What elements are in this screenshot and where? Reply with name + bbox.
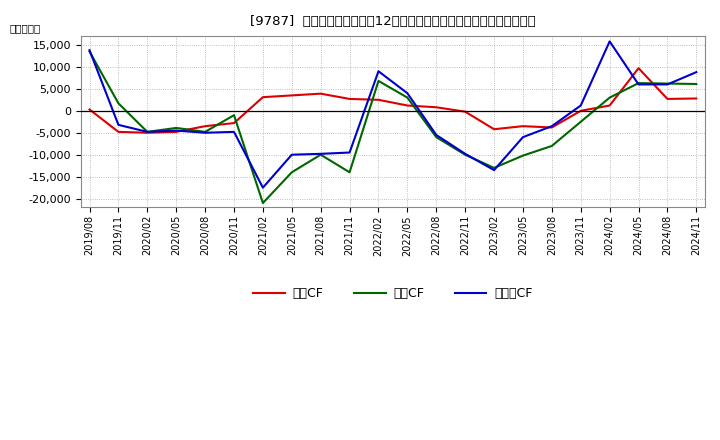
- 営業CF: [230, 121, 238, 126]
- 投資CF: [258, 200, 267, 205]
- 投資CF: [287, 170, 296, 175]
- フリーCF: [547, 124, 556, 129]
- Line: 営業CF: 営業CF: [89, 68, 696, 133]
- 投資CF: [547, 143, 556, 149]
- Y-axis label: （百万円）: （百万円）: [9, 23, 40, 33]
- フリーCF: [490, 168, 498, 173]
- フリーCF: [172, 128, 181, 133]
- 投資CF: [432, 135, 441, 140]
- フリーCF: [85, 48, 94, 53]
- 投資CF: [663, 81, 672, 86]
- 営業CF: [663, 96, 672, 102]
- 投資CF: [172, 125, 181, 131]
- フリーCF: [346, 150, 354, 155]
- フリーCF: [374, 69, 383, 74]
- フリーCF: [258, 185, 267, 191]
- フリーCF: [663, 82, 672, 87]
- Line: フリーCF: フリーCF: [89, 41, 696, 188]
- 投資CF: [374, 78, 383, 84]
- フリーCF: [287, 152, 296, 158]
- フリーCF: [201, 130, 210, 136]
- 営業CF: [634, 66, 643, 71]
- 営業CF: [606, 103, 614, 108]
- 営業CF: [692, 96, 701, 101]
- 営業CF: [143, 130, 152, 136]
- 投資CF: [518, 153, 527, 158]
- 営業CF: [374, 97, 383, 103]
- 営業CF: [518, 124, 527, 129]
- フリーCF: [316, 151, 325, 157]
- 営業CF: [547, 125, 556, 130]
- Title: [9787]  キャッシュフローの12か月移動合計の対前年同期増減額の推移: [9787] キャッシュフローの12か月移動合計の対前年同期増減額の推移: [250, 15, 536, 28]
- 営業CF: [287, 93, 296, 98]
- 営業CF: [346, 96, 354, 102]
- 投資CF: [490, 165, 498, 171]
- フリーCF: [403, 91, 412, 96]
- 営業CF: [403, 103, 412, 108]
- 営業CF: [172, 129, 181, 135]
- 投資CF: [85, 49, 94, 54]
- 投資CF: [201, 129, 210, 135]
- 投資CF: [230, 113, 238, 118]
- Line: 投資CF: 投資CF: [89, 51, 696, 203]
- 投資CF: [692, 81, 701, 87]
- 営業CF: [258, 95, 267, 100]
- フリーCF: [114, 122, 122, 128]
- 投資CF: [577, 119, 585, 125]
- 営業CF: [85, 107, 94, 112]
- 投資CF: [316, 152, 325, 158]
- 投資CF: [634, 81, 643, 86]
- フリーCF: [432, 132, 441, 138]
- 投資CF: [461, 152, 469, 158]
- 営業CF: [577, 108, 585, 114]
- 営業CF: [432, 105, 441, 110]
- フリーCF: [461, 151, 469, 157]
- Legend: 営業CF, 投資CF, フリーCF: 営業CF, 投資CF, フリーCF: [248, 282, 537, 305]
- 営業CF: [316, 91, 325, 96]
- フリーCF: [518, 135, 527, 140]
- 営業CF: [201, 124, 210, 129]
- 投資CF: [346, 170, 354, 175]
- 営業CF: [490, 127, 498, 132]
- フリーCF: [577, 103, 585, 108]
- フリーCF: [634, 82, 643, 87]
- 営業CF: [114, 129, 122, 135]
- 営業CF: [461, 109, 469, 114]
- 投資CF: [114, 101, 122, 106]
- 投資CF: [143, 129, 152, 135]
- 投資CF: [403, 95, 412, 100]
- フリーCF: [230, 129, 238, 135]
- フリーCF: [692, 70, 701, 75]
- フリーCF: [143, 129, 152, 135]
- 投資CF: [606, 95, 614, 100]
- フリーCF: [606, 39, 614, 44]
